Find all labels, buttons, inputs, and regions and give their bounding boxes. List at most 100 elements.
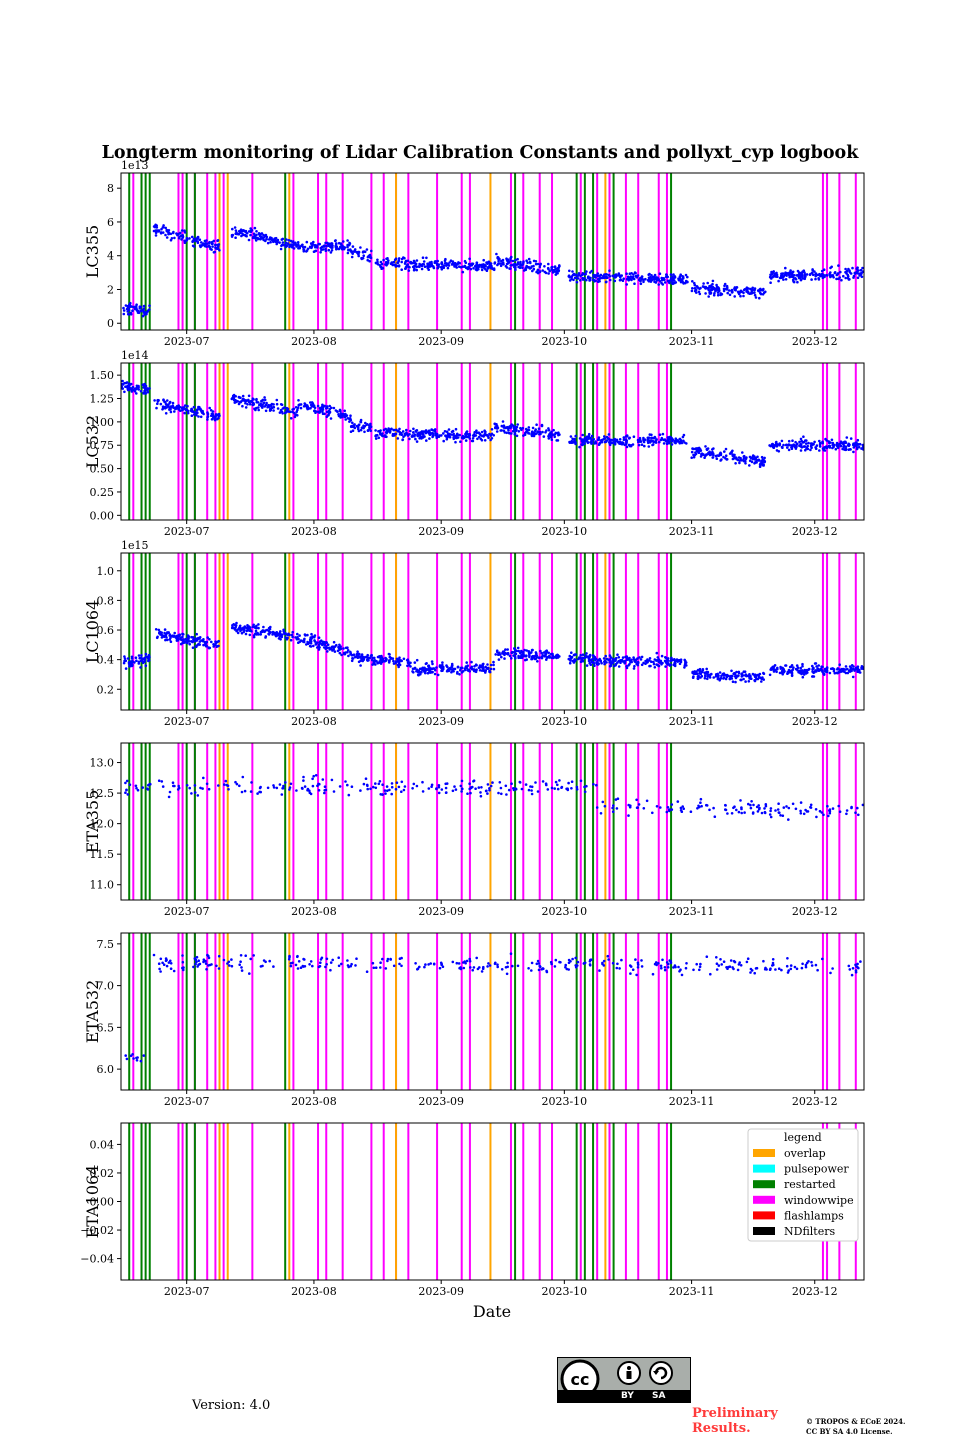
data-point [544, 653, 547, 657]
data-point [552, 428, 555, 432]
data-point [547, 651, 550, 655]
data-point [369, 429, 373, 433]
data-point [780, 439, 784, 443]
data-point [825, 274, 829, 277]
data-point [133, 307, 137, 311]
data-point [489, 784, 493, 788]
data-point [396, 437, 400, 440]
data-point [847, 448, 850, 452]
data-point [269, 631, 272, 634]
data-point [195, 408, 199, 412]
data-point [644, 277, 647, 281]
data-point [148, 387, 151, 390]
data-point [411, 667, 415, 671]
data-point [760, 811, 764, 815]
data-point [275, 631, 279, 634]
data-point [512, 424, 515, 428]
data-point [749, 287, 752, 291]
data-point [245, 234, 248, 238]
data-point [544, 431, 547, 434]
data-point [722, 455, 725, 459]
data-point [173, 631, 176, 635]
data-point [379, 433, 382, 436]
data-point [550, 266, 553, 269]
data-point [246, 403, 249, 406]
data-point [678, 662, 682, 666]
data-point [857, 813, 860, 817]
data-point [789, 964, 793, 967]
data-point [208, 245, 212, 249]
data-point [234, 780, 237, 784]
data-point [724, 447, 728, 451]
data-point [393, 263, 396, 267]
data-point [629, 275, 633, 278]
data-point [258, 786, 262, 790]
data-point [142, 657, 145, 661]
data-point [650, 660, 653, 663]
data-point [388, 788, 391, 792]
data-point [478, 669, 482, 672]
data-point [349, 650, 352, 654]
data-point [507, 261, 511, 264]
data-point [775, 670, 778, 674]
y-tick-label: 0.50 [90, 463, 115, 476]
data-point [235, 399, 239, 403]
data-point [248, 633, 252, 637]
data-point [488, 788, 491, 792]
y-tick-label: 12.5 [90, 787, 115, 800]
data-point [815, 444, 819, 447]
data-point [417, 431, 421, 435]
data-point [691, 280, 694, 283]
data-point [257, 633, 261, 636]
data-point [134, 656, 138, 659]
data-point [740, 459, 743, 462]
data-point [715, 673, 718, 676]
data-point [780, 445, 784, 449]
data-point [347, 793, 351, 797]
data-point [758, 806, 761, 810]
data-point [499, 786, 503, 790]
data-point [703, 286, 707, 290]
data-point [679, 439, 683, 442]
data-point [466, 792, 469, 795]
data-point [348, 241, 351, 245]
data-point [621, 656, 625, 659]
data-point [253, 226, 257, 230]
data-point [424, 963, 427, 966]
data-point [669, 659, 672, 663]
data-point [250, 229, 254, 232]
data-point [351, 425, 355, 429]
data-point [433, 260, 437, 263]
data-point [577, 272, 581, 275]
data-point [459, 266, 463, 269]
data-point [585, 278, 588, 282]
data-point [810, 278, 813, 281]
data-point [442, 439, 446, 443]
data-point [855, 267, 859, 271]
data-point [581, 443, 584, 447]
data-point [157, 962, 161, 965]
data-point [163, 400, 167, 404]
data-point [528, 266, 531, 270]
data-point [326, 242, 330, 246]
data-point [635, 798, 638, 802]
data-point [324, 965, 327, 969]
data-point [499, 264, 503, 268]
data-point [753, 288, 756, 292]
data-point [139, 666, 142, 669]
data-point [384, 435, 387, 439]
data-point [402, 788, 406, 792]
data-point [686, 275, 689, 279]
data-point [851, 443, 855, 447]
data-point [453, 785, 456, 788]
data-point [477, 435, 481, 439]
data-point [472, 267, 475, 270]
data-point [256, 792, 259, 795]
data-point [546, 655, 550, 659]
data-point [252, 402, 256, 406]
data-point [445, 437, 449, 441]
data-point [553, 655, 556, 659]
data-point [348, 420, 351, 423]
data-point [605, 657, 609, 661]
data-point [196, 241, 200, 245]
